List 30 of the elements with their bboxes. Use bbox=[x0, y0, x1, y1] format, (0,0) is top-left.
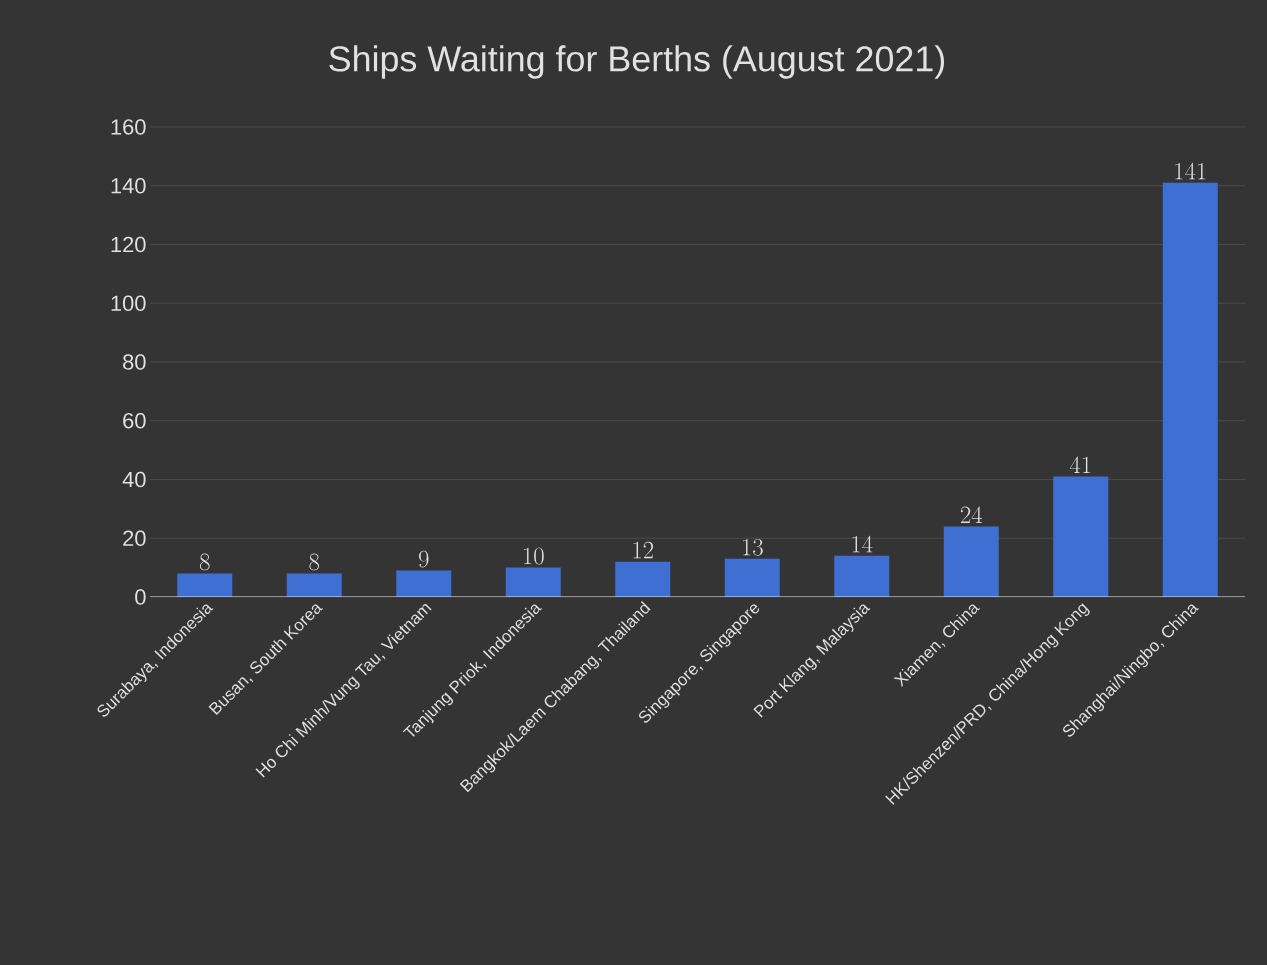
y-tick-label: 0 bbox=[135, 589, 146, 605]
bar bbox=[396, 570, 452, 597]
y-tick-label: 160 bbox=[111, 119, 146, 135]
data-label: 24 bbox=[960, 506, 983, 523]
bar bbox=[1053, 476, 1109, 597]
bar bbox=[943, 526, 999, 597]
y-tick-label: 140 bbox=[111, 177, 146, 194]
data-label: 41 bbox=[1069, 456, 1091, 474]
bar bbox=[177, 573, 233, 597]
y-tick-label: 60 bbox=[123, 412, 146, 429]
bar bbox=[615, 561, 671, 597]
data-label: 13 bbox=[743, 538, 763, 556]
y-tick-label: 120 bbox=[111, 236, 146, 253]
bar bbox=[286, 573, 342, 597]
y-tick-label: 100 bbox=[111, 295, 146, 311]
bar bbox=[724, 558, 780, 597]
data-label: 14 bbox=[852, 535, 873, 553]
bar bbox=[1162, 182, 1218, 597]
data-label: 8 bbox=[309, 553, 320, 571]
bar bbox=[505, 567, 561, 597]
chart-title: Ships Waiting for Berths (August 2021) bbox=[329, 45, 945, 79]
data-label: 8 bbox=[199, 553, 210, 571]
data-label: 141 bbox=[1175, 162, 1206, 180]
y-tick-label: 40 bbox=[122, 471, 146, 488]
bar bbox=[834, 555, 890, 597]
data-label: 10 bbox=[524, 547, 544, 565]
y-tick-label: 80 bbox=[123, 354, 146, 370]
data-label: 9 bbox=[419, 550, 429, 568]
data-label: 12 bbox=[633, 541, 654, 559]
y-tick-label: 20 bbox=[123, 530, 146, 546]
